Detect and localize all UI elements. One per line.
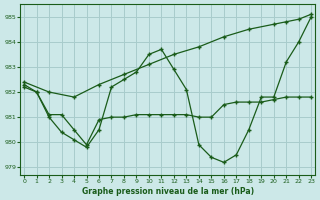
X-axis label: Graphe pression niveau de la mer (hPa): Graphe pression niveau de la mer (hPa)	[82, 187, 254, 196]
